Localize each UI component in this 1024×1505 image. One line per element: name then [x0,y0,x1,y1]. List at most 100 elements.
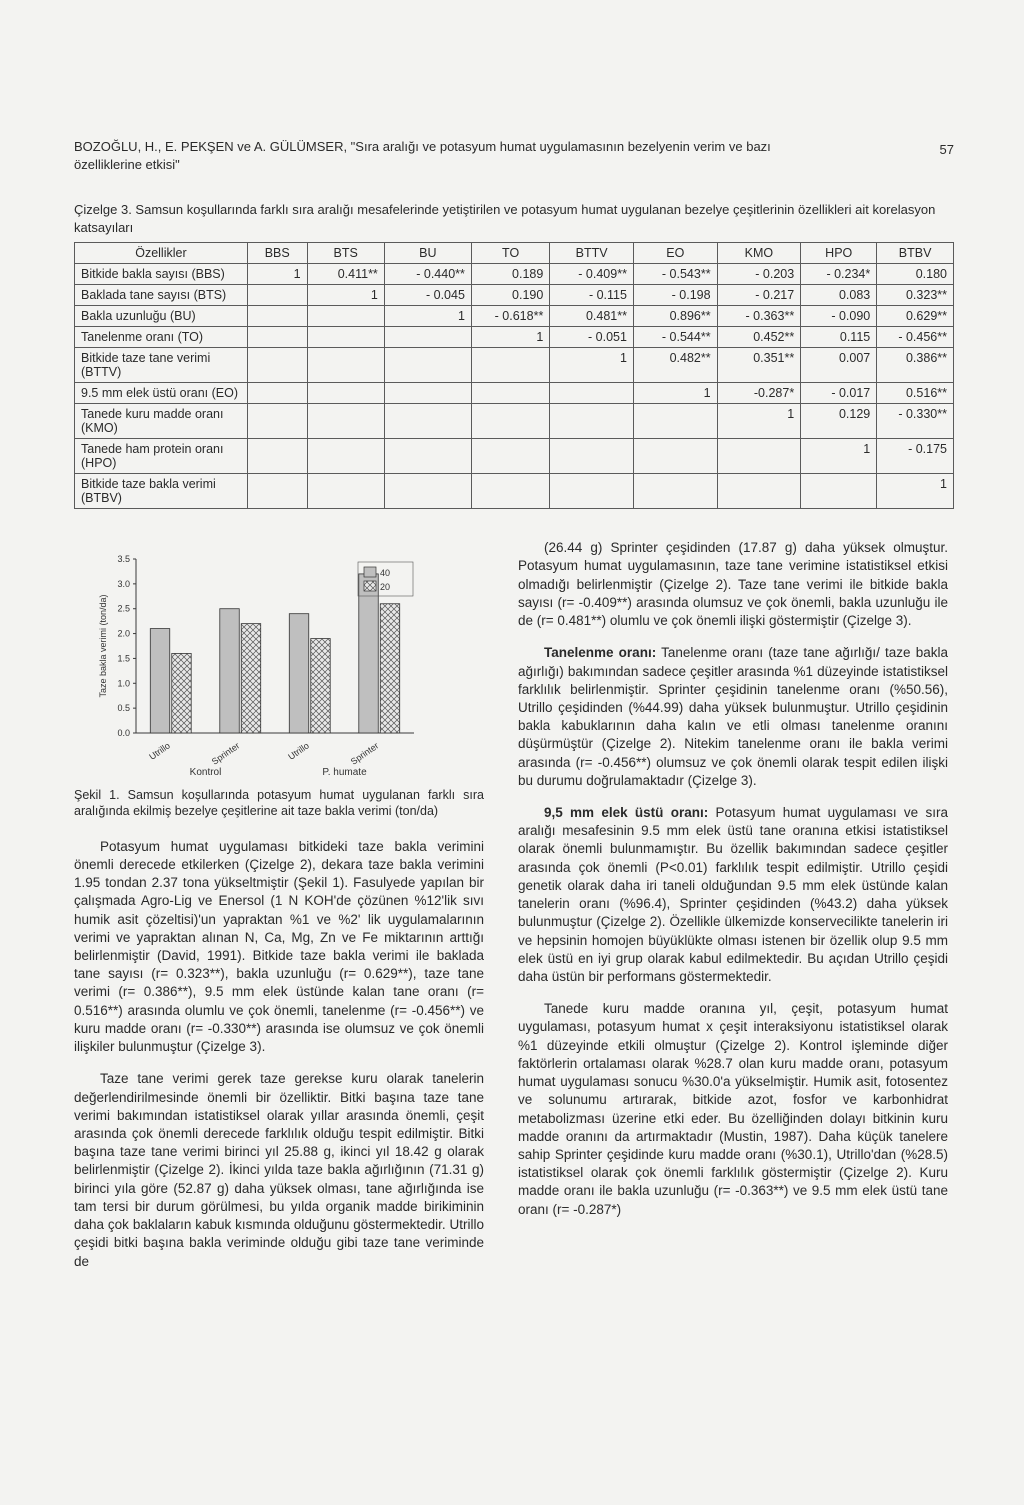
cell: 0.482** [633,348,717,383]
table-row: Tanede ham protein oranı (HPO)1- 0.175 [75,439,954,474]
cell [801,474,877,509]
svg-text:P. humate: P. humate [322,767,367,778]
cell [247,348,307,383]
col-header: BU [384,243,471,264]
svg-text:0.5: 0.5 [117,703,130,713]
left-column: 0.00.51.01.52.02.53.03.5Taze bakla verim… [74,539,484,1285]
cell [550,439,634,474]
cell: - 0.234* [801,264,877,285]
correlation-table: ÖzelliklerBBSBTSBUTOBTTVEOKMOHPOBTBV Bit… [74,242,954,509]
cell [471,404,549,439]
svg-text:3.0: 3.0 [117,579,130,589]
cell: 0.452** [717,327,801,348]
cell [247,383,307,404]
cell: 0.481** [550,306,634,327]
row-label: Tanede ham protein oranı (HPO) [75,439,248,474]
cell [550,404,634,439]
cell: 1 [717,404,801,439]
table-row: Tanede kuru madde oranı (KMO)10.129- 0.3… [75,404,954,439]
table-row: Tanelenme oranı (TO)1- 0.051- 0.544**0.4… [75,327,954,348]
header-citation: BOZOĞLU, H., E. PEKŞEN ve A. GÜLÜMSER, "… [74,138,834,173]
cell: 0.351** [717,348,801,383]
cell [247,306,307,327]
row-label: Tanelenme oranı (TO) [75,327,248,348]
cell: 1 [384,306,471,327]
cell: - 0.203 [717,264,801,285]
cell: 0.190 [471,285,549,306]
cell: - 0.544** [633,327,717,348]
cell: - 0.217 [717,285,801,306]
cell [307,383,384,404]
cell: - 0.017 [801,383,877,404]
cell: 0.189 [471,264,549,285]
cell: 0.007 [801,348,877,383]
cell: - 0.198 [633,285,717,306]
cell: - 0.440** [384,264,471,285]
cell: 1 [801,439,877,474]
svg-text:Kontrol: Kontrol [190,767,222,778]
cell [550,474,634,509]
cell: - 0.051 [550,327,634,348]
table-row: 9.5 mm elek üstü oranı (EO)1-0.287*- 0.0… [75,383,954,404]
col-header: BTTV [550,243,634,264]
figure-caption: Şekil 1. Samsun koşullarında potasyum hu… [74,787,484,820]
cell: 0.323** [877,285,954,306]
table-row: Baklada tane sayısı (BTS)1- 0.0450.190- … [75,285,954,306]
svg-text:2.5: 2.5 [117,604,130,614]
cell: 1 [633,383,717,404]
body-paragraph: 9,5 mm elek üstü oranı: Potasyum humat u… [518,804,948,986]
cell [307,439,384,474]
cell: -0.287* [717,383,801,404]
cell: - 0.409** [550,264,634,285]
cell [384,474,471,509]
table-row: Bitkide bakla sayısı (BBS)10.411**- 0.44… [75,264,954,285]
cell [307,348,384,383]
cell: 1 [877,474,954,509]
cell: 0.896** [633,306,717,327]
cell: 0.386** [877,348,954,383]
cell [471,439,549,474]
page: 57 BOZOĞLU, H., E. PEKŞEN ve A. GÜLÜMSER… [0,0,1024,1505]
table-row: Bakla uzunluğu (BU)1- 0.618**0.481**0.89… [75,306,954,327]
cell: - 0.115 [550,285,634,306]
cell [633,439,717,474]
table-caption: Çizelge 3. Samsun koşullarında farklı sı… [74,201,954,236]
table-row: Bitkide taze tane verimi (BTTV)10.482**0… [75,348,954,383]
cell: - 0.543** [633,264,717,285]
col-header: BBS [247,243,307,264]
cell [247,327,307,348]
cell [384,348,471,383]
cell [384,383,471,404]
svg-text:Sprinter: Sprinter [210,741,242,767]
body-paragraph: Potasyum humat uygulaması bitkideki taze… [74,838,484,1057]
row-label: Bitkide taze bakla verimi (BTBV) [75,474,248,509]
body-paragraph: (26.44 g) Sprinter çeşidinden (17.87 g) … [518,539,948,630]
cell: - 0.090 [801,306,877,327]
page-number: 57 [940,142,954,157]
cell [247,404,307,439]
svg-text:1.5: 1.5 [117,654,130,664]
col-header: EO [633,243,717,264]
cell [471,348,549,383]
figure-1-chart: 0.00.51.01.52.02.53.03.5Taze bakla verim… [94,549,424,779]
cell [633,404,717,439]
cell [717,474,801,509]
cell: 1 [247,264,307,285]
col-header: BTS [307,243,384,264]
svg-text:Taze bakla verimi (ton/da): Taze bakla verimi (ton/da) [98,595,108,698]
cell: 1 [550,348,634,383]
cell [247,474,307,509]
cell: 0.411** [307,264,384,285]
svg-text:Utrillo: Utrillo [286,741,311,762]
cell [384,327,471,348]
right-column: (26.44 g) Sprinter çeşidinden (17.87 g) … [518,539,948,1285]
cell [384,439,471,474]
row-label: Bakla uzunluğu (BU) [75,306,248,327]
row-label: Tanede kuru madde oranı (KMO) [75,404,248,439]
col-header: HPO [801,243,877,264]
cell [307,474,384,509]
cell: 0.516** [877,383,954,404]
cell: 0.180 [877,264,954,285]
cell [247,439,307,474]
row-label: Bitkide taze tane verimi (BTTV) [75,348,248,383]
